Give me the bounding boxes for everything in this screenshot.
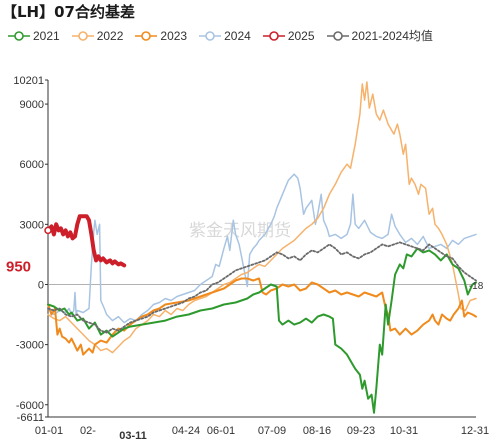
x-tick-label: 08-16 — [303, 425, 331, 437]
chart-title: 【LH】07合约基差 — [2, 3, 135, 21]
y-tick-label: 0 — [38, 279, 44, 291]
legend-swatch — [71, 30, 94, 41]
legend-swatch — [135, 30, 158, 41]
series-line-2022 — [47, 81, 477, 354]
legend-item: 2022 — [71, 27, 124, 44]
legend-swatch — [262, 30, 285, 41]
y-tick-label: 6000 — [20, 159, 44, 171]
legend-label: 2025 — [287, 28, 315, 43]
legend-swatch — [8, 30, 30, 41]
legend-item: 2021-2024均值 — [326, 27, 433, 44]
legend-swatch — [199, 30, 222, 41]
y-tick-label: -6000 — [16, 400, 44, 412]
y-tick-label: 3000 — [20, 219, 44, 231]
series-line-2024 — [47, 173, 477, 324]
legend-label: 2021-2024均值 — [351, 29, 433, 43]
x-tick-label: 12-31 — [461, 425, 489, 437]
y-tick-label: 9000 — [20, 99, 44, 111]
legend-label: 2021 — [33, 28, 60, 43]
y-tick-label: 10201 — [13, 75, 44, 87]
x-tick-label: 10-31 — [390, 425, 418, 437]
legend-item: 2021 — [8, 27, 60, 44]
legend-label: 2023 — [160, 28, 188, 43]
x-tick-label: 07-09 — [258, 425, 286, 437]
legend-swatch — [326, 30, 349, 41]
annotation-label: -18 — [469, 281, 484, 292]
x-tick-label: 01-01 — [35, 425, 63, 437]
x-tick-label: 03-11 — [119, 430, 147, 442]
legend-item: 2023 — [135, 27, 187, 44]
legend: 2021 2022 2023 2024 2025 2021-2024均值 — [8, 27, 445, 44]
y-tick-label: -6611 — [17, 412, 44, 424]
series-marker — [44, 226, 52, 235]
x-tick-label: 02- — [80, 425, 96, 437]
legend-label: 2024 — [224, 28, 251, 43]
x-tick-label: 06-01 — [207, 425, 235, 437]
series-line-2025 — [46, 214, 127, 268]
watermark: 紫金天风期货 — [189, 221, 291, 241]
x-tick-label: 04-24 — [172, 425, 200, 437]
legend-item: 2025 — [262, 27, 315, 44]
series-line-2021-2024均值 — [47, 241, 477, 334]
y-tick-label: -3000 — [16, 340, 44, 352]
legend-label: 2022 — [96, 28, 124, 43]
legend-item: 2024 — [199, 27, 251, 44]
series-line-2021 — [47, 247, 477, 414]
x-tick-label: 09-23 — [347, 425, 375, 437]
annotation-label: 950 — [6, 258, 31, 275]
